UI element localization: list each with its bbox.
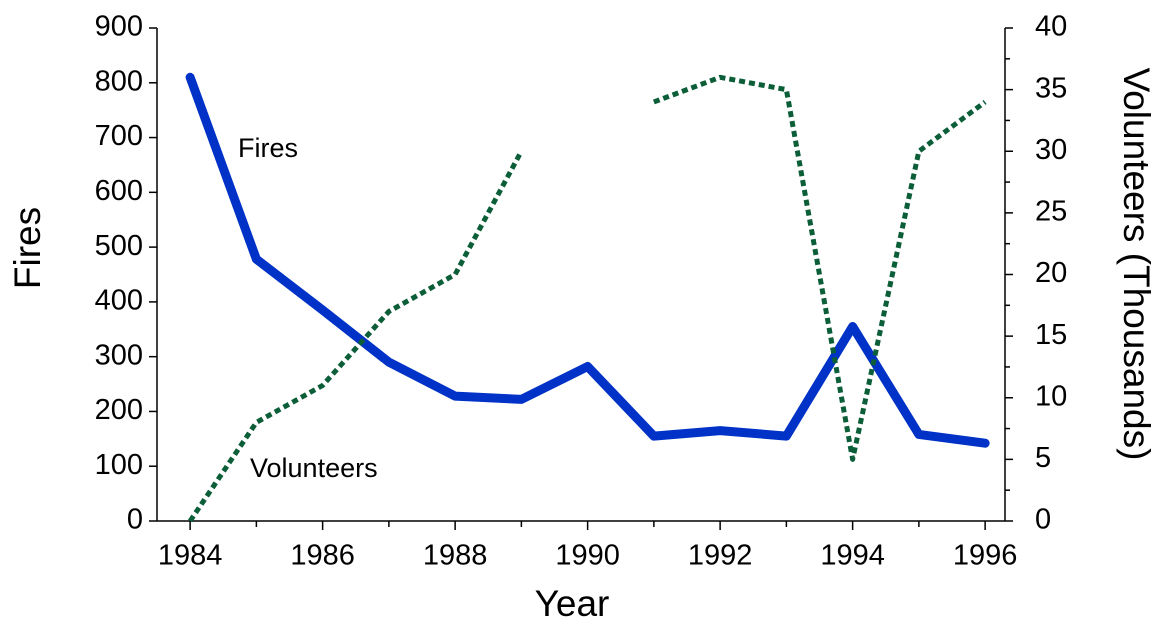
data-line bbox=[188, 74, 987, 523]
y2-tick-label: 0 bbox=[1035, 504, 1051, 536]
y-tick-label: 0 bbox=[127, 504, 143, 536]
x-tick-label: 1994 bbox=[820, 540, 885, 572]
y-tick-label: 500 bbox=[95, 230, 143, 262]
y2-tick-label: 15 bbox=[1035, 319, 1067, 351]
y2-tick-label: 35 bbox=[1035, 72, 1067, 104]
y-tick-label: 200 bbox=[95, 394, 143, 426]
y-axis-title: Fires bbox=[7, 207, 48, 289]
data-line bbox=[185, 72, 990, 448]
y2-tick-label: 30 bbox=[1035, 134, 1067, 166]
x-tick-label: 1992 bbox=[688, 540, 753, 572]
x-tick-label: 1986 bbox=[290, 540, 355, 572]
y2-tick-label: 25 bbox=[1035, 196, 1067, 228]
y2-axis-title: Volunteers (Thousands) bbox=[1116, 68, 1157, 461]
y-tick-label: 600 bbox=[95, 175, 143, 207]
y2-tick-label: 40 bbox=[1035, 11, 1067, 43]
x-tick-label: 1988 bbox=[423, 540, 488, 572]
series-label: Fires bbox=[238, 133, 298, 163]
x-axis-title: Year bbox=[535, 583, 610, 624]
x-tick-label: 1996 bbox=[953, 540, 1018, 572]
y-tick-label: 400 bbox=[95, 285, 143, 317]
y2-tick-label: 20 bbox=[1035, 257, 1067, 289]
y-tick-label: 300 bbox=[95, 339, 143, 371]
x-tick-label: 1990 bbox=[555, 540, 620, 572]
y-tick-label: 100 bbox=[95, 449, 143, 481]
series-label: Volunteers bbox=[250, 453, 378, 483]
y-tick-label: 700 bbox=[95, 120, 143, 152]
y2-tick-label: 10 bbox=[1035, 380, 1067, 412]
y-tick-label: 800 bbox=[95, 65, 143, 97]
y2-tick-label: 5 bbox=[1035, 442, 1051, 474]
y-tick-label: 900 bbox=[95, 11, 143, 43]
x-tick-label: 1984 bbox=[158, 540, 223, 572]
